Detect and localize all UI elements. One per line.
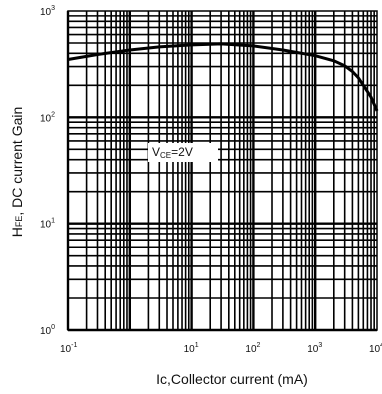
x-tick-label: 10-1	[60, 342, 77, 355]
x-tick-labels: 10-1101102103104	[60, 342, 382, 355]
tick-base: 10	[60, 344, 72, 355]
x-tick-label: 104	[369, 342, 382, 355]
x-axis-title: Ic,Collector current (mA)	[156, 371, 308, 387]
annotation-background	[148, 143, 218, 162]
tick-exponent: 1	[51, 218, 55, 225]
tick-base: 10	[369, 344, 381, 355]
x-tick-label: 102	[245, 342, 260, 355]
grid	[66, 11, 377, 332]
tick-base: 10	[184, 344, 196, 355]
annotation-main: V	[152, 145, 160, 159]
y-axis-title-main: H	[9, 227, 25, 237]
y-tick-label: 100	[40, 324, 55, 337]
tick-base: 10	[40, 113, 52, 124]
y-axis-title-rest: , DC current Gain	[9, 107, 25, 216]
tick-exponent: 3	[318, 342, 322, 349]
tick-exponent: 2	[51, 111, 55, 118]
series-line-hfe	[67, 42, 379, 112]
tick-base: 10	[245, 344, 257, 355]
tick-base: 10	[40, 326, 52, 337]
tick-exponent: 1	[195, 342, 199, 349]
y-tick-label: 102	[40, 111, 55, 124]
tick-base: 10	[40, 220, 52, 231]
annotation-label: VCE=2V	[152, 145, 193, 160]
annotation-rest: =2V	[171, 145, 193, 159]
y-tick-label: 101	[40, 218, 55, 231]
tick-base: 10	[40, 7, 52, 18]
annotation-sub: CE	[160, 151, 171, 160]
y-axis-title-sub: FE	[14, 216, 24, 228]
tick-exponent: 2	[257, 342, 261, 349]
plot-frame	[67, 10, 378, 331]
y-axis-title: HFE, DC current Gain	[9, 107, 25, 238]
vce-annotation: VCE=2V	[148, 143, 218, 162]
x-tick-label: 103	[307, 342, 322, 355]
tick-exponent: 4	[380, 342, 382, 349]
tick-exponent: 3	[51, 5, 55, 12]
tick-exponent: -1	[71, 342, 77, 349]
tick-exponent: 0	[51, 324, 55, 331]
x-tick-label: 101	[184, 342, 199, 355]
y-tick-label: 103	[40, 5, 55, 18]
tick-base: 10	[307, 344, 319, 355]
